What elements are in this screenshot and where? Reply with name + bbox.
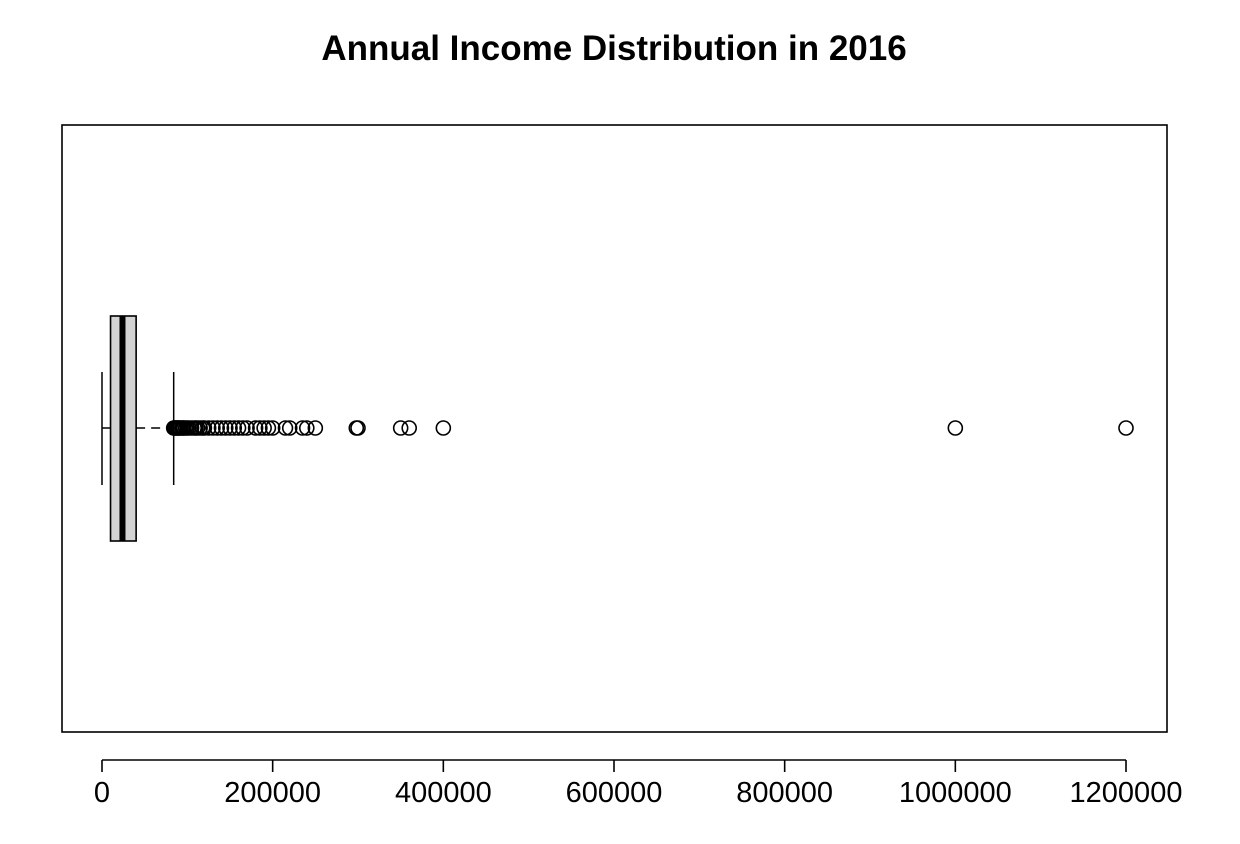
outlier-point: [205, 420, 221, 436]
outlier-point: [307, 420, 324, 436]
outlier-point: [222, 420, 238, 436]
outlier-point: [260, 420, 277, 436]
outlier-point: [435, 420, 452, 436]
outlier-points: [165, 420, 1134, 436]
plot-frame: [61, 124, 1168, 733]
outlier-point: [1118, 420, 1134, 436]
outlier-point: [392, 420, 409, 436]
outlier-point: [256, 420, 272, 436]
outlier-point: [350, 420, 366, 436]
outlier-point: [235, 420, 251, 436]
x-tick-label: 600000: [566, 777, 663, 809]
outlier-point: [247, 420, 264, 436]
outlier-point: [213, 420, 230, 436]
chart-title: Annual Income Distribution in 2016: [321, 29, 906, 68]
box-plot: [101, 315, 175, 542]
outlier-point: [401, 420, 418, 436]
outlier-point: [217, 420, 234, 436]
x-tick-label: 200000: [224, 777, 321, 809]
outlier-point: [196, 420, 213, 436]
outlier-point: [277, 420, 294, 436]
outlier-point: [947, 420, 964, 436]
x-tick-label: 400000: [395, 777, 492, 809]
outlier-point: [200, 420, 217, 436]
x-axis: 0 200000 400000 600000 800000 1000000 1200000: [94, 759, 1183, 809]
outlier-point: [226, 420, 243, 436]
outlier-point: [230, 420, 247, 436]
outlier-point: [294, 420, 311, 436]
outlier-point: [298, 420, 315, 436]
outlier-point: [239, 420, 255, 436]
x-tick-label: 1000000: [899, 777, 1012, 809]
x-tick-label: 1200000: [1070, 777, 1183, 809]
x-tick-label: 800000: [736, 777, 833, 809]
outlier-point: [264, 420, 281, 436]
x-tick-label: 0: [94, 777, 110, 809]
outlier-point: [209, 420, 225, 436]
outlier-point: [252, 420, 268, 436]
outlier-point: [281, 420, 298, 436]
